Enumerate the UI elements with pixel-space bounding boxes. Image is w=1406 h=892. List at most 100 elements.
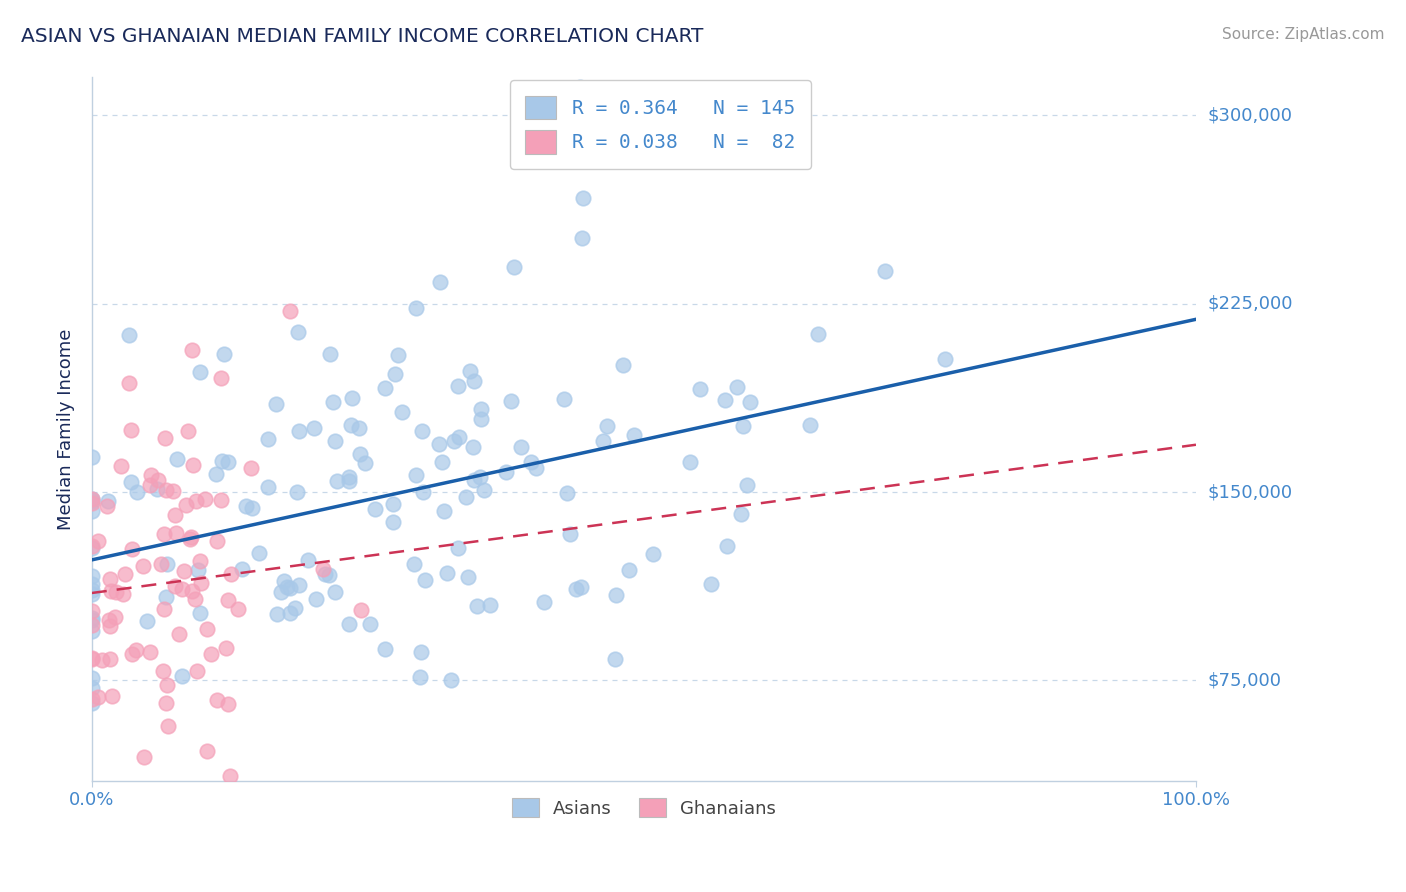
Point (98, 618, 121, 632)
Point (564, 582, 586, 597)
Point (735, 477, 758, 491)
Point (359, 617, 381, 632)
Point (80, 496, 103, 510)
Point (427, 437, 450, 451)
Point (194, 491, 217, 506)
Point (730, 507, 752, 521)
Point (415, 573, 437, 587)
Point (350, 603, 373, 617)
Point (382, 515, 405, 529)
Point (120, 423, 142, 437)
Point (239, 461, 262, 475)
Point (297, 553, 319, 567)
Point (533, 595, 555, 609)
Point (156, 557, 179, 571)
Point (603, 652, 626, 666)
Point (278, 303, 301, 318)
Point (80, 569, 103, 583)
Point (155, 431, 177, 445)
Point (146, 473, 169, 487)
Point (806, 327, 828, 342)
Point (104, 585, 127, 599)
Point (278, 581, 301, 595)
Point (98, 572, 121, 586)
Point (623, 428, 645, 442)
Point (177, 425, 200, 439)
Point (121, 648, 143, 662)
Point (412, 485, 434, 500)
Point (553, 392, 575, 406)
Point (463, 473, 485, 487)
Point (499, 394, 522, 409)
Point (384, 367, 406, 381)
Point (100, 584, 122, 599)
Point (179, 533, 201, 547)
Point (118, 327, 141, 342)
Point (181, 458, 204, 472)
Point (725, 380, 748, 394)
Point (468, 470, 491, 484)
Point (80, 450, 103, 464)
Point (436, 566, 458, 581)
Point (219, 769, 242, 783)
Text: $225,000: $225,000 (1208, 294, 1292, 312)
Point (617, 563, 640, 577)
Point (226, 602, 249, 616)
Point (120, 475, 142, 490)
Point (364, 501, 387, 516)
Point (278, 606, 301, 620)
Point (135, 615, 157, 629)
Point (80, 671, 103, 685)
Point (257, 432, 280, 446)
Point (479, 599, 502, 613)
Point (204, 467, 226, 482)
Point (125, 643, 148, 657)
Point (318, 567, 340, 582)
Point (156, 719, 179, 733)
Point (111, 587, 134, 601)
Point (461, 440, 484, 454)
Point (180, 530, 202, 544)
Point (519, 455, 541, 469)
Point (270, 585, 292, 599)
Point (456, 490, 478, 504)
Point (190, 606, 212, 620)
Point (465, 599, 488, 614)
Point (215, 641, 238, 656)
Point (569, 80, 592, 95)
Point (80, 541, 103, 555)
Point (374, 642, 396, 657)
Point (125, 485, 148, 500)
Point (322, 395, 344, 409)
Point (96, 499, 118, 513)
Point (80, 491, 103, 506)
Point (340, 417, 363, 432)
Point (155, 483, 177, 497)
Point (643, 547, 665, 561)
Point (163, 579, 186, 593)
Point (447, 541, 470, 556)
Point (571, 231, 593, 245)
Point (337, 475, 360, 489)
Point (235, 499, 257, 513)
Point (80, 651, 103, 665)
Point (80, 696, 103, 710)
Point (284, 600, 307, 615)
Point (155, 696, 177, 710)
Point (152, 664, 174, 678)
Point (240, 500, 263, 515)
Point (180, 584, 202, 599)
Point (349, 446, 371, 460)
Point (80, 504, 103, 518)
Point (285, 485, 308, 500)
Point (325, 474, 347, 488)
Point (80, 617, 103, 632)
Point (132, 854, 155, 868)
Point (153, 527, 176, 541)
Text: ASIAN VS GHANAIAN MEDIAN FAMILY INCOME CORRELATION CHART: ASIAN VS GHANAIAN MEDIAN FAMILY INCOME C… (21, 27, 703, 45)
Point (679, 455, 702, 469)
Text: $300,000: $300,000 (1208, 106, 1292, 124)
Point (319, 346, 342, 360)
Point (404, 558, 426, 572)
Point (472, 483, 495, 498)
